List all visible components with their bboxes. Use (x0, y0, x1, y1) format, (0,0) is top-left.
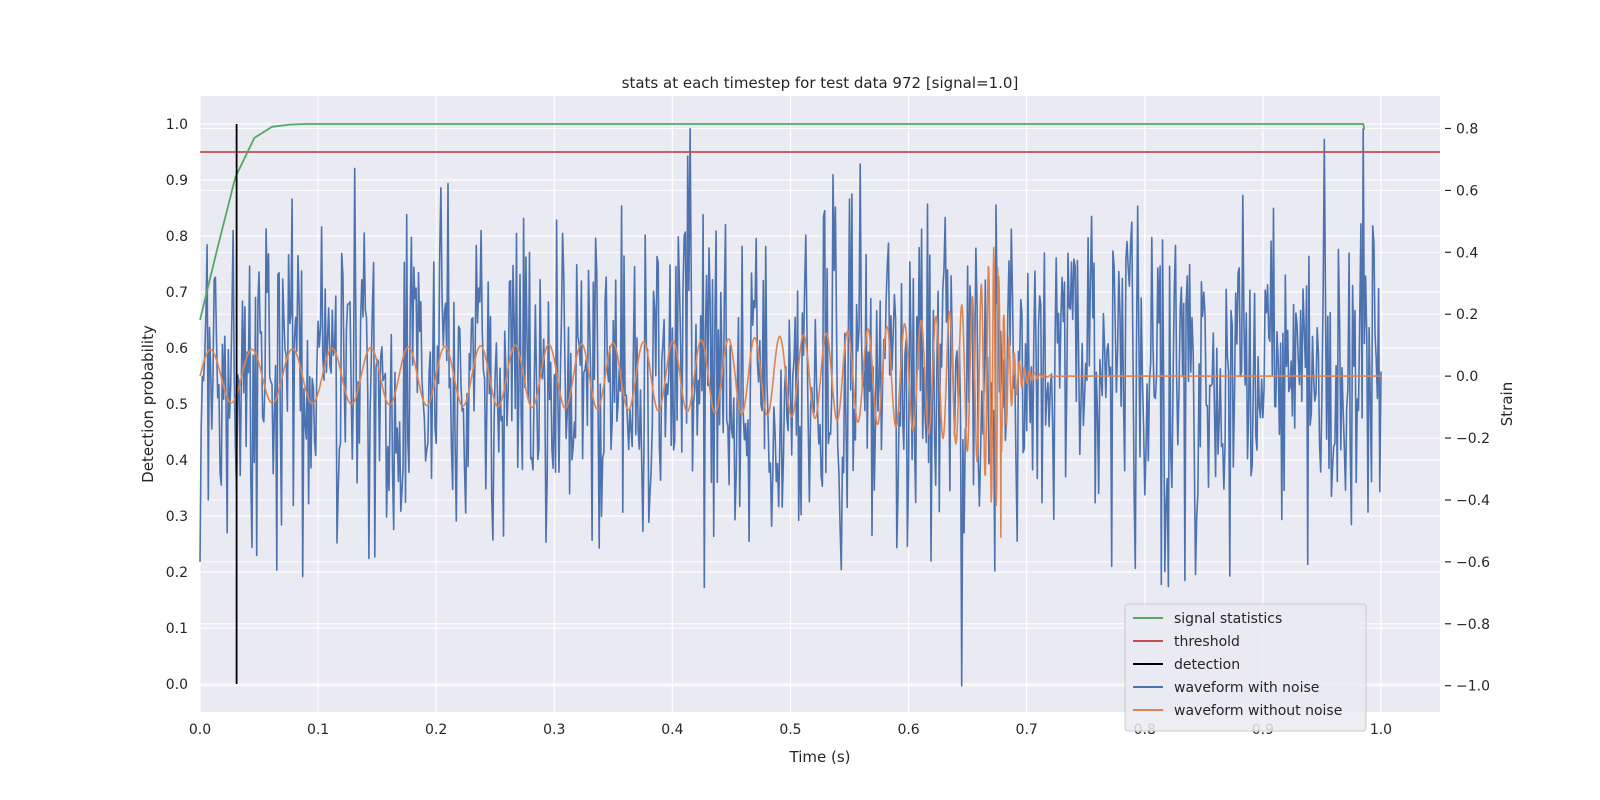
series-waveform-without-noise (199, 246, 1382, 538)
legend-label: waveform without noise (1174, 703, 1342, 719)
y-right-tick-label: −0.2 (1456, 431, 1490, 447)
chart-title: stats at each timestep for test data 972… (622, 74, 1019, 92)
x-tick-label: 0.4 (661, 722, 683, 738)
y-left-tick-label: 0.2 (166, 565, 188, 581)
y-left-tick-label: 0.9 (166, 173, 188, 189)
y-right-axis-label: Strain (1498, 382, 1516, 426)
y-left-tick-label: 0.8 (166, 229, 188, 245)
x-axis-ticks: 0.00.10.20.30.40.50.60.70.80.91.0 (189, 722, 1392, 738)
legend-label: threshold (1174, 634, 1240, 650)
series-waveform-with-noise (199, 127, 1382, 687)
y-left-tick-label: 0.4 (166, 453, 188, 469)
x-tick-label: 0.7 (1016, 722, 1038, 738)
y-left-tick-label: 0.6 (166, 341, 188, 357)
y-right-tick-label: 0.0 (1456, 369, 1478, 385)
y-right-tick-label: 0.8 (1456, 122, 1478, 138)
legend-box (1124, 603, 1367, 732)
legend: signal statistics threshold detection wavef… (1124, 603, 1367, 732)
legend-label: waveform with noise (1174, 680, 1319, 696)
y-left-axis-ticks: 0.0 0.1 0.2 0.3 0.4 0.5 0.6 0.7 0.8 0.9 1.0 (166, 117, 188, 693)
legend-label: detection (1174, 657, 1240, 673)
x-tick-label: 0.6 (897, 722, 919, 738)
y-right-tick-label: −0.6 (1456, 555, 1490, 571)
y-right-tick-label: −0.8 (1456, 617, 1490, 633)
y-left-tick-label: 0.0 (166, 677, 188, 693)
y-left-tick-label: 0.1 (166, 621, 188, 637)
y-right-tick-label: −1.0 (1456, 679, 1490, 695)
y-left-axis-label: Detection probability (139, 325, 157, 483)
y-right-tick-label: −0.4 (1456, 493, 1490, 509)
x-tick-label: 0.5 (779, 722, 801, 738)
y-right-tick-label: 0.6 (1456, 183, 1478, 199)
y-right-tick-label: 0.2 (1456, 307, 1478, 323)
legend-label: signal statistics (1174, 611, 1282, 627)
y-left-tick-label: 0.5 (166, 397, 188, 413)
y-left-tick-label: 0.3 (166, 509, 188, 525)
series-layer (199, 123, 1440, 687)
x-tick-label: 0.2 (425, 722, 447, 738)
x-axis-label: Time (s) (789, 748, 851, 766)
x-tick-label: 0.1 (307, 722, 329, 738)
y-right-axis-ticks: −1.0 −0.8 −0.6 −0.4 −0.2 0.0 0.2 0.4 0.6 0.8 (1445, 122, 1490, 695)
x-tick-label: 1.0 (1370, 722, 1392, 738)
y-left-tick-label: 1.0 (166, 117, 188, 133)
x-tick-label: 0.0 (189, 722, 211, 738)
y-left-tick-label: 0.7 (166, 285, 188, 301)
y-right-tick-label: 0.4 (1456, 245, 1478, 261)
x-tick-label: 0.3 (543, 722, 565, 738)
series-signal-statistics (199, 123, 1366, 321)
